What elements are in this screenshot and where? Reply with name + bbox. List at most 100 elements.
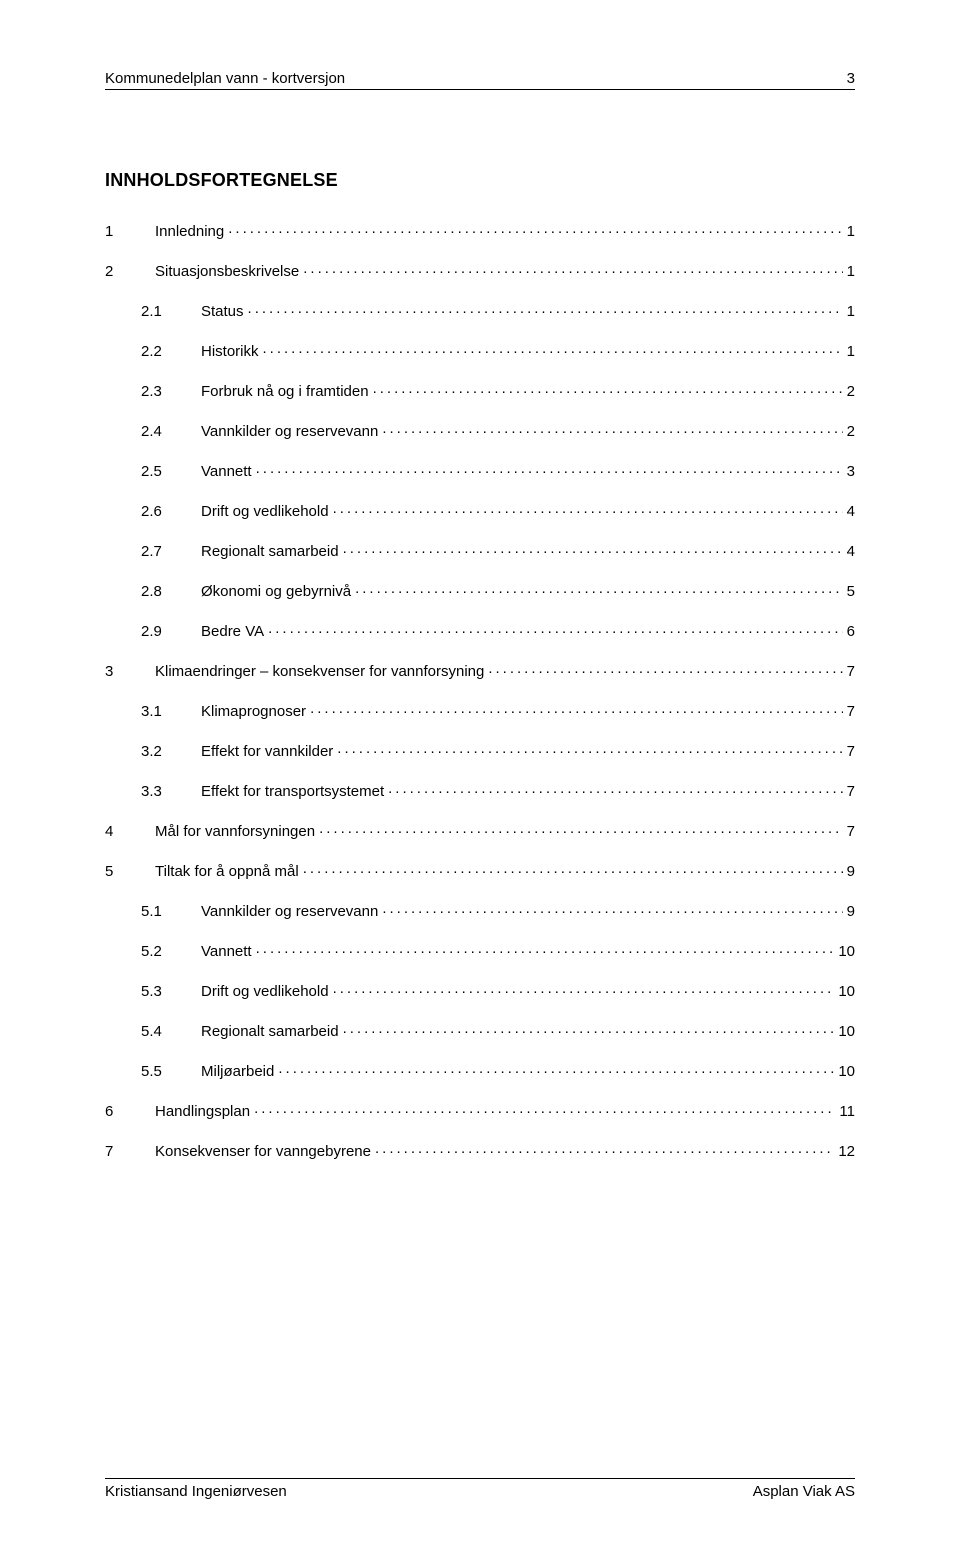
toc-leader-dots (388, 781, 843, 796)
toc-leader-dots (254, 1101, 835, 1116)
toc-row: 3.3 Effekt for transportsystemet 7 (105, 781, 855, 799)
toc-entry-page: 1 (847, 264, 855, 279)
toc-entry-label: Historikk (201, 344, 259, 359)
footer-left: Kristiansand Ingeniørvesen (105, 1483, 287, 1500)
toc-entry-page: 9 (847, 864, 855, 879)
toc-row: 5.3Drift og vedlikehold10 (105, 981, 855, 999)
toc-entry-number: 3.2 (141, 744, 171, 759)
toc-entry-number: 5.4 (141, 1024, 171, 1039)
toc-leader-dots (256, 941, 835, 956)
toc-entry-number: 5.2 (141, 944, 171, 959)
toc-entry-label: Regionalt samarbeid (201, 1024, 339, 1039)
page-footer: Kristiansand Ingeniørvesen Asplan Viak A… (105, 1479, 855, 1500)
toc-leader-dots (373, 381, 843, 396)
toc-entry-number: 7 (105, 1144, 129, 1159)
toc-entry-number: 3.3 (141, 784, 171, 799)
toc-entry-page: 7 (847, 784, 855, 799)
toc-entry-page: 10 (838, 944, 855, 959)
toc-row: 5.1 Vannkilder og reservevann 9 (105, 901, 855, 919)
toc-entry-page: 1 (847, 304, 855, 319)
toc-entry-page: 2 (847, 384, 855, 399)
toc-entry-page: 7 (847, 704, 855, 719)
page-spacer (105, 1181, 855, 1470)
toc-entry-label: Klimaprognoser (201, 704, 306, 719)
toc-row: 3.2Effekt for vannkilder7 (105, 741, 855, 759)
toc-entry-page: 6 (847, 624, 855, 639)
toc-leader-dots (319, 821, 843, 836)
toc-title: INNHOLDSFORTEGNELSE (105, 170, 855, 191)
toc-entry-label: Innledning (155, 224, 224, 239)
toc-entry-label: Effekt for vannkilder (201, 744, 333, 759)
toc-entry-label: Effekt for transportsystemet (201, 784, 384, 799)
toc-entry-label: Konsekvenser for vanngebyrene (155, 1144, 371, 1159)
footer-right: Asplan Viak AS (753, 1483, 855, 1500)
toc-leader-dots (278, 1061, 834, 1076)
toc-leader-dots (382, 901, 842, 916)
toc-entry-page: 1 (847, 344, 855, 359)
toc-leader-dots (263, 341, 843, 356)
toc-entry-label: Situasjonsbeskrivelse (155, 264, 299, 279)
toc-entry-number: 5 (105, 864, 129, 879)
toc-leader-dots (268, 621, 843, 636)
toc-entry-page: 12 (838, 1144, 855, 1159)
toc-entry-page: 5 (847, 584, 855, 599)
toc-row: 3Klimaendringer – konsekvenser for vannf… (105, 661, 855, 679)
header-page-number: 3 (847, 70, 855, 87)
toc-entry-number: 3.1 (141, 704, 171, 719)
toc-row: 5.4 Regionalt samarbeid 10 (105, 1021, 855, 1039)
toc-entry-number: 2.4 (141, 424, 171, 439)
toc-leader-dots (382, 421, 842, 436)
header-rule (105, 89, 855, 90)
toc-entry-page: 10 (838, 1024, 855, 1039)
toc-row: 2.7Regionalt samarbeid4 (105, 541, 855, 559)
toc-row: 2.8Økonomi og gebyrnivå5 (105, 581, 855, 599)
toc-entry-page: 10 (838, 984, 855, 999)
toc-entry-number: 2.5 (141, 464, 171, 479)
document-page: Kommunedelplan vann - kortversjon 3 INNH… (0, 0, 960, 1560)
toc-leader-dots (248, 301, 843, 316)
toc-row: 7 Konsekvenser for vanngebyrene 12 (105, 1141, 855, 1159)
toc-row: 2.1Status1 (105, 301, 855, 319)
toc-leader-dots (488, 661, 842, 676)
header-left: Kommunedelplan vann - kortversjon (105, 70, 345, 87)
toc-entry-number: 6 (105, 1104, 129, 1119)
toc-entry-number: 1 (105, 224, 129, 239)
toc-entry-number: 5.1 (141, 904, 171, 919)
toc-leader-dots (343, 1021, 835, 1036)
toc-entry-label: Handlingsplan (155, 1104, 250, 1119)
toc-entry-label: Vannkilder og reservevann (201, 424, 378, 439)
toc-entry-number: 2.2 (141, 344, 171, 359)
toc-entry-label: Vannkilder og reservevann (201, 904, 378, 919)
toc-entry-number: 2.3 (141, 384, 171, 399)
toc-entry-label: Miljøarbeid (201, 1064, 274, 1079)
toc-entry-number: 2.6 (141, 504, 171, 519)
toc-entry-page: 7 (847, 664, 855, 679)
toc-entry-number: 2.8 (141, 584, 171, 599)
toc-entry-label: Vannett (201, 464, 252, 479)
toc-row: 2.4 Vannkilder og reservevann 2 (105, 421, 855, 439)
toc-entry-number: 2 (105, 264, 129, 279)
toc-entry-page: 11 (839, 1104, 855, 1119)
toc-row: 5Tiltak for å oppnå mål9 (105, 861, 855, 879)
toc-leader-dots (303, 261, 842, 276)
toc-leader-dots (343, 541, 843, 556)
toc-row: 2.6Drift og vedlikehold4 (105, 501, 855, 519)
toc-entry-number: 5.5 (141, 1064, 171, 1079)
toc-entry-number: 2.9 (141, 624, 171, 639)
toc-entry-number: 2.7 (141, 544, 171, 559)
toc-entry-label: Bedre VA (201, 624, 264, 639)
toc-leader-dots (310, 701, 843, 716)
toc-entry-label: Regionalt samarbeid (201, 544, 339, 559)
toc-entry-page: 2 (847, 424, 855, 439)
toc-entry-number: 4 (105, 824, 129, 839)
toc-row: 4Mål for vannforsyningen7 (105, 821, 855, 839)
toc-leader-dots (256, 461, 843, 476)
toc-entry-label: Drift og vedlikehold (201, 504, 329, 519)
toc-entry-page: 1 (847, 224, 855, 239)
toc-entry-page: 9 (847, 904, 855, 919)
toc-row: 2.2 Historikk 1 (105, 341, 855, 359)
toc-entry-number: 5.3 (141, 984, 171, 999)
toc-entry-label: Status (201, 304, 244, 319)
toc-row: 3.1 Klimaprognoser 7 (105, 701, 855, 719)
toc-entry-page: 10 (838, 1064, 855, 1079)
